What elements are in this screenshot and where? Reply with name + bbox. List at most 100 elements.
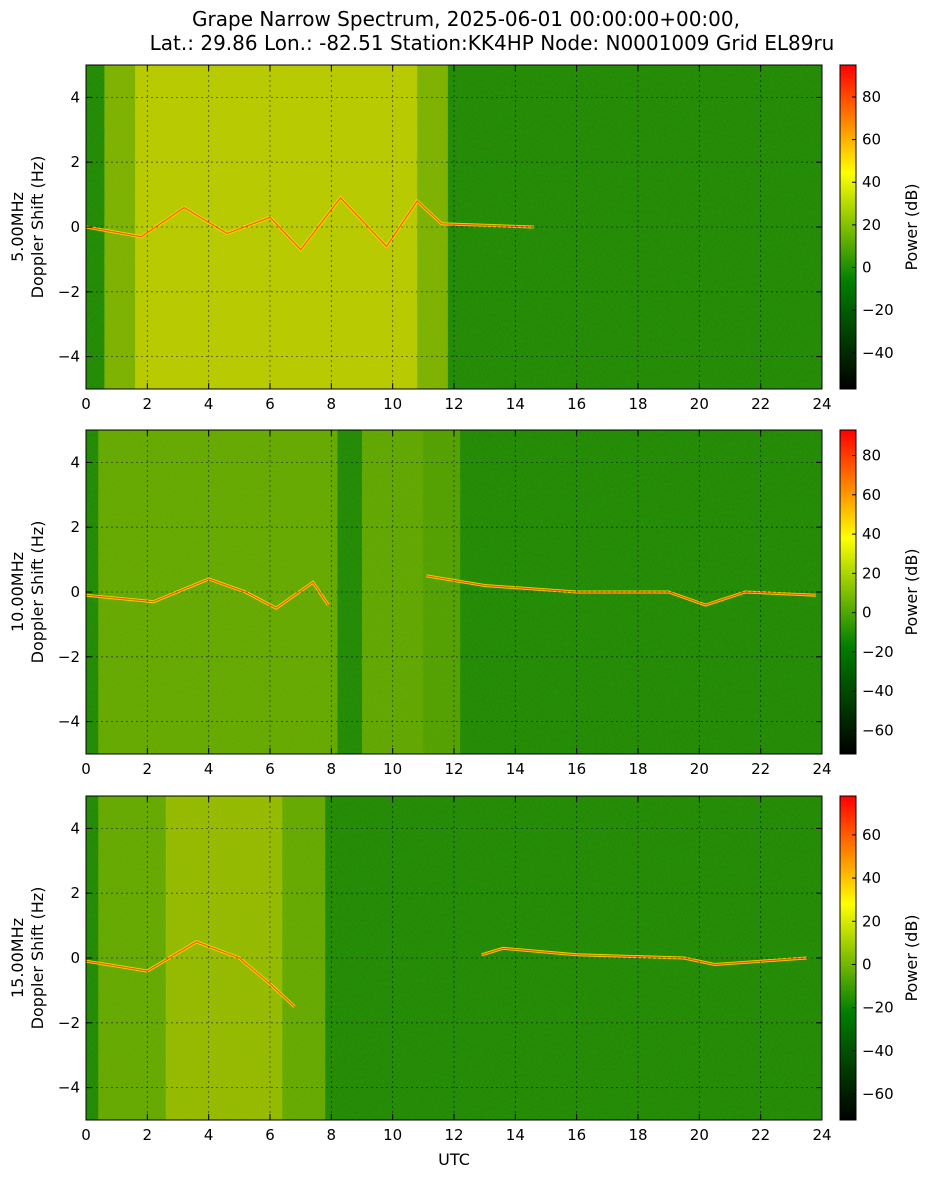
x-tick-label: 20 <box>690 1126 709 1144</box>
x-tick-label: 0 <box>81 760 91 778</box>
x-tick-label: 12 <box>444 1126 463 1144</box>
x-tick-label: 2 <box>143 1126 153 1144</box>
colorbar-tick-label: 0 <box>862 604 872 622</box>
x-tick-label: 8 <box>327 1126 337 1144</box>
y-tick-label: −2 <box>58 283 80 301</box>
x-tick-label: 18 <box>628 395 647 413</box>
colorbar-label: Power (dB) <box>902 914 921 1001</box>
x-tick-label: 22 <box>751 1126 770 1144</box>
x-tick-label: 10 <box>383 760 402 778</box>
colorbar-tick-label: −40 <box>862 344 894 362</box>
colorbar-tick-label: 20 <box>862 912 881 930</box>
colorbar-tick-label: 60 <box>862 131 881 149</box>
colorbar-tick-label: 0 <box>862 259 872 277</box>
x-tick-label: 16 <box>567 395 586 413</box>
colorbar-tick-label: −20 <box>862 999 894 1017</box>
x-tick-label: 0 <box>81 1126 91 1144</box>
y-axis-label-frequency: 15.00MHz <box>8 918 27 998</box>
x-tick-label: 4 <box>204 395 214 413</box>
colorbar-tick-label: 20 <box>862 564 881 582</box>
x-tick-label: 24 <box>812 1126 831 1144</box>
colorbar-tick-label: −60 <box>862 721 894 739</box>
x-tick-label: 10 <box>383 1126 402 1144</box>
y-tick-label: 2 <box>70 153 80 171</box>
colorbar-tick-label: 40 <box>862 525 881 543</box>
x-tick-label: 2 <box>143 395 153 413</box>
x-tick-label: 16 <box>567 1126 586 1144</box>
y-axis-label-doppler: Doppler Shift (Hz) <box>28 156 47 299</box>
carrier-trace-peak <box>85 578 329 609</box>
carrier-trace-peak <box>426 575 816 606</box>
y-tick-label: 2 <box>70 518 80 536</box>
x-tick-label: 24 <box>812 395 831 413</box>
x-tick-label: 12 <box>444 395 463 413</box>
y-tick-label: 0 <box>70 218 80 236</box>
x-tick-label: 4 <box>204 1126 214 1144</box>
y-tick-label: −2 <box>58 648 80 666</box>
x-tick-label: 8 <box>327 760 337 778</box>
y-tick-label: 0 <box>70 583 80 601</box>
x-tick-label: 18 <box>628 1126 647 1144</box>
x-tick-label: 4 <box>204 760 214 778</box>
chart-title-line1: Grape Narrow Spectrum, 2025-06-01 00:00:… <box>192 7 740 31</box>
y-axis-label-doppler: Doppler Shift (Hz) <box>28 521 47 664</box>
x-axis-label: UTC <box>438 1150 470 1169</box>
x-tick-label: 14 <box>506 1126 525 1144</box>
x-tick-label: 16 <box>567 760 586 778</box>
y-axis-label-doppler: Doppler Shift (Hz) <box>28 887 47 1030</box>
colorbar-tick-label: −20 <box>862 301 894 319</box>
carrier-trace-peak <box>481 947 807 966</box>
y-tick-label: −4 <box>58 348 80 366</box>
colorbar-tick-label: −20 <box>862 643 894 661</box>
y-tick-label: 4 <box>70 88 80 106</box>
x-tick-label: 6 <box>265 395 275 413</box>
y-axis-label-frequency: 5.00MHz <box>8 192 27 262</box>
activity-band <box>165 796 283 1120</box>
x-tick-label: 14 <box>506 760 525 778</box>
colorbar-tick-label: 80 <box>862 447 881 465</box>
x-tick-label: 12 <box>444 760 463 778</box>
x-tick-label: 0 <box>81 395 91 413</box>
x-tick-label: 24 <box>812 760 831 778</box>
carrier-trace-peak <box>85 196 534 251</box>
colorbar-tick-label: 40 <box>862 173 881 191</box>
x-tick-label: 10 <box>383 395 402 413</box>
colorbar <box>839 795 857 1121</box>
colorbar-label: Power (dB) <box>902 183 921 270</box>
colorbar-tick-label: −40 <box>862 1042 894 1060</box>
x-tick-label: 22 <box>751 395 770 413</box>
colorbar <box>839 429 857 755</box>
colorbar-tick-label: 0 <box>862 955 872 973</box>
y-tick-label: 0 <box>70 949 80 967</box>
y-axis-label-frequency: 10.00MHz <box>8 552 27 632</box>
x-tick-label: 20 <box>690 760 709 778</box>
x-tick-label: 14 <box>506 395 525 413</box>
colorbar <box>839 64 857 390</box>
colorbar-label: Power (dB) <box>902 548 921 635</box>
colorbar-tick-label: 20 <box>862 216 881 234</box>
y-tick-label: −4 <box>58 1079 80 1097</box>
y-tick-label: 4 <box>70 819 80 837</box>
x-tick-label: 6 <box>265 1126 275 1144</box>
colorbar-tick-label: −60 <box>862 1085 894 1103</box>
colorbar-tick-label: 60 <box>862 486 881 504</box>
colorbar-tick-label: 40 <box>862 869 881 887</box>
y-tick-label: 2 <box>70 884 80 902</box>
colorbar-tick-label: −40 <box>862 682 894 700</box>
chart-title-line2: Lat.: 29.86 Lon.: -82.51 Station:KK4HP N… <box>150 31 835 55</box>
x-tick-label: 22 <box>751 760 770 778</box>
y-tick-label: −4 <box>58 713 80 731</box>
colorbar-tick-label: 60 <box>862 826 881 844</box>
x-tick-label: 18 <box>628 760 647 778</box>
y-tick-label: 4 <box>70 453 80 471</box>
x-tick-label: 20 <box>690 395 709 413</box>
colorbar-tick-label: 80 <box>862 88 881 106</box>
x-tick-label: 8 <box>327 395 337 413</box>
x-tick-label: 6 <box>265 760 275 778</box>
x-tick-label: 2 <box>143 760 153 778</box>
y-tick-label: −2 <box>58 1014 80 1032</box>
